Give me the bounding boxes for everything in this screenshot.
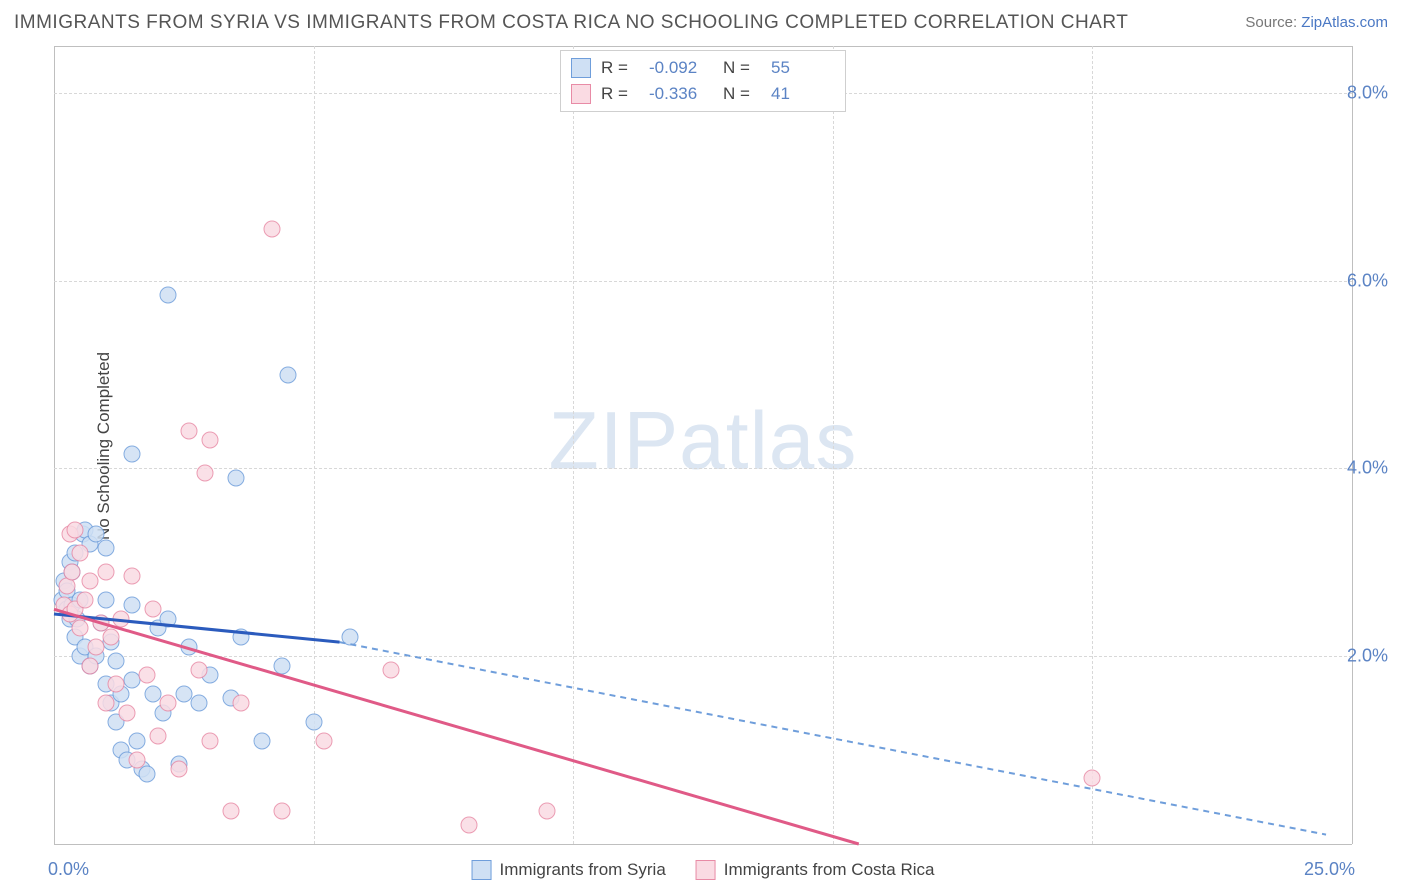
data-point (87, 638, 104, 655)
correlation-legend: R = -0.092 N = 55 R = -0.336 N = 41 (560, 50, 846, 112)
data-point (315, 732, 332, 749)
source-link[interactable]: ZipAtlas.com (1301, 14, 1388, 31)
watermark: ZIPatlas (549, 394, 858, 488)
r-value: -0.092 (649, 58, 713, 78)
data-point (123, 671, 140, 688)
data-point (71, 544, 88, 561)
legend-item: Immigrants from Syria (472, 860, 666, 880)
data-point (274, 657, 291, 674)
n-value: 55 (771, 58, 835, 78)
data-point (274, 803, 291, 820)
data-point (113, 610, 130, 627)
data-point (97, 563, 114, 580)
n-label: N = (723, 58, 761, 78)
data-point (160, 610, 177, 627)
data-point (341, 629, 358, 646)
data-point (232, 629, 249, 646)
data-point (180, 638, 197, 655)
data-point (123, 446, 140, 463)
data-point (144, 685, 161, 702)
data-point (305, 713, 322, 730)
legend-swatch (696, 860, 716, 880)
legend-swatch (571, 84, 591, 104)
r-label: R = (601, 84, 639, 104)
y-tick-label: 4.0% (1347, 458, 1388, 479)
data-point (201, 732, 218, 749)
data-point (539, 803, 556, 820)
data-point (129, 732, 146, 749)
chart-title: IMMIGRANTS FROM SYRIA VS IMMIGRANTS FROM… (14, 12, 1128, 34)
data-point (108, 652, 125, 669)
data-point (201, 432, 218, 449)
data-point (97, 540, 114, 557)
chart-container: IMMIGRANTS FROM SYRIA VS IMMIGRANTS FROM… (0, 0, 1406, 892)
data-point (149, 728, 166, 745)
data-point (383, 662, 400, 679)
r-label: R = (601, 58, 639, 78)
n-label: N = (723, 84, 761, 104)
legend-row: R = -0.336 N = 41 (571, 81, 835, 107)
r-value: -0.336 (649, 84, 713, 104)
data-point (139, 765, 156, 782)
y-axis-label: No Schooling Completed (94, 352, 114, 540)
data-point (191, 662, 208, 679)
data-point (196, 465, 213, 482)
data-point (123, 568, 140, 585)
legend-label: Immigrants from Syria (500, 860, 666, 880)
n-value: 41 (771, 84, 835, 104)
data-point (1084, 770, 1101, 787)
x-tick-label: 0.0% (48, 859, 89, 880)
legend-item: Immigrants from Costa Rica (696, 860, 935, 880)
data-point (108, 676, 125, 693)
data-point (222, 803, 239, 820)
series-legend: Immigrants from Syria Immigrants from Co… (472, 860, 935, 880)
data-point (82, 573, 99, 590)
data-point (227, 469, 244, 486)
data-point (232, 695, 249, 712)
source-attribution: Source: ZipAtlas.com (1245, 14, 1388, 31)
data-point (170, 760, 187, 777)
data-point (139, 667, 156, 684)
data-point (129, 751, 146, 768)
data-point (175, 685, 192, 702)
y-tick-label: 2.0% (1347, 646, 1388, 667)
data-point (103, 629, 120, 646)
legend-swatch (571, 58, 591, 78)
data-point (97, 591, 114, 608)
legend-row: R = -0.092 N = 55 (571, 55, 835, 81)
data-point (118, 704, 135, 721)
data-point (82, 657, 99, 674)
y-tick-label: 6.0% (1347, 270, 1388, 291)
y-tick-label: 8.0% (1347, 82, 1388, 103)
data-point (253, 732, 270, 749)
data-point (71, 620, 88, 637)
data-point (66, 521, 83, 538)
x-tick-label: 25.0% (1304, 859, 1355, 880)
data-point (180, 422, 197, 439)
legend-swatch (472, 860, 492, 880)
legend-label: Immigrants from Costa Rica (724, 860, 935, 880)
data-point (144, 601, 161, 618)
data-point (77, 591, 94, 608)
data-point (160, 695, 177, 712)
data-point (97, 695, 114, 712)
source-prefix: Source: (1245, 14, 1301, 31)
data-point (461, 817, 478, 834)
data-point (191, 695, 208, 712)
data-point (160, 286, 177, 303)
data-point (264, 221, 281, 238)
data-point (279, 366, 296, 383)
data-point (64, 563, 81, 580)
